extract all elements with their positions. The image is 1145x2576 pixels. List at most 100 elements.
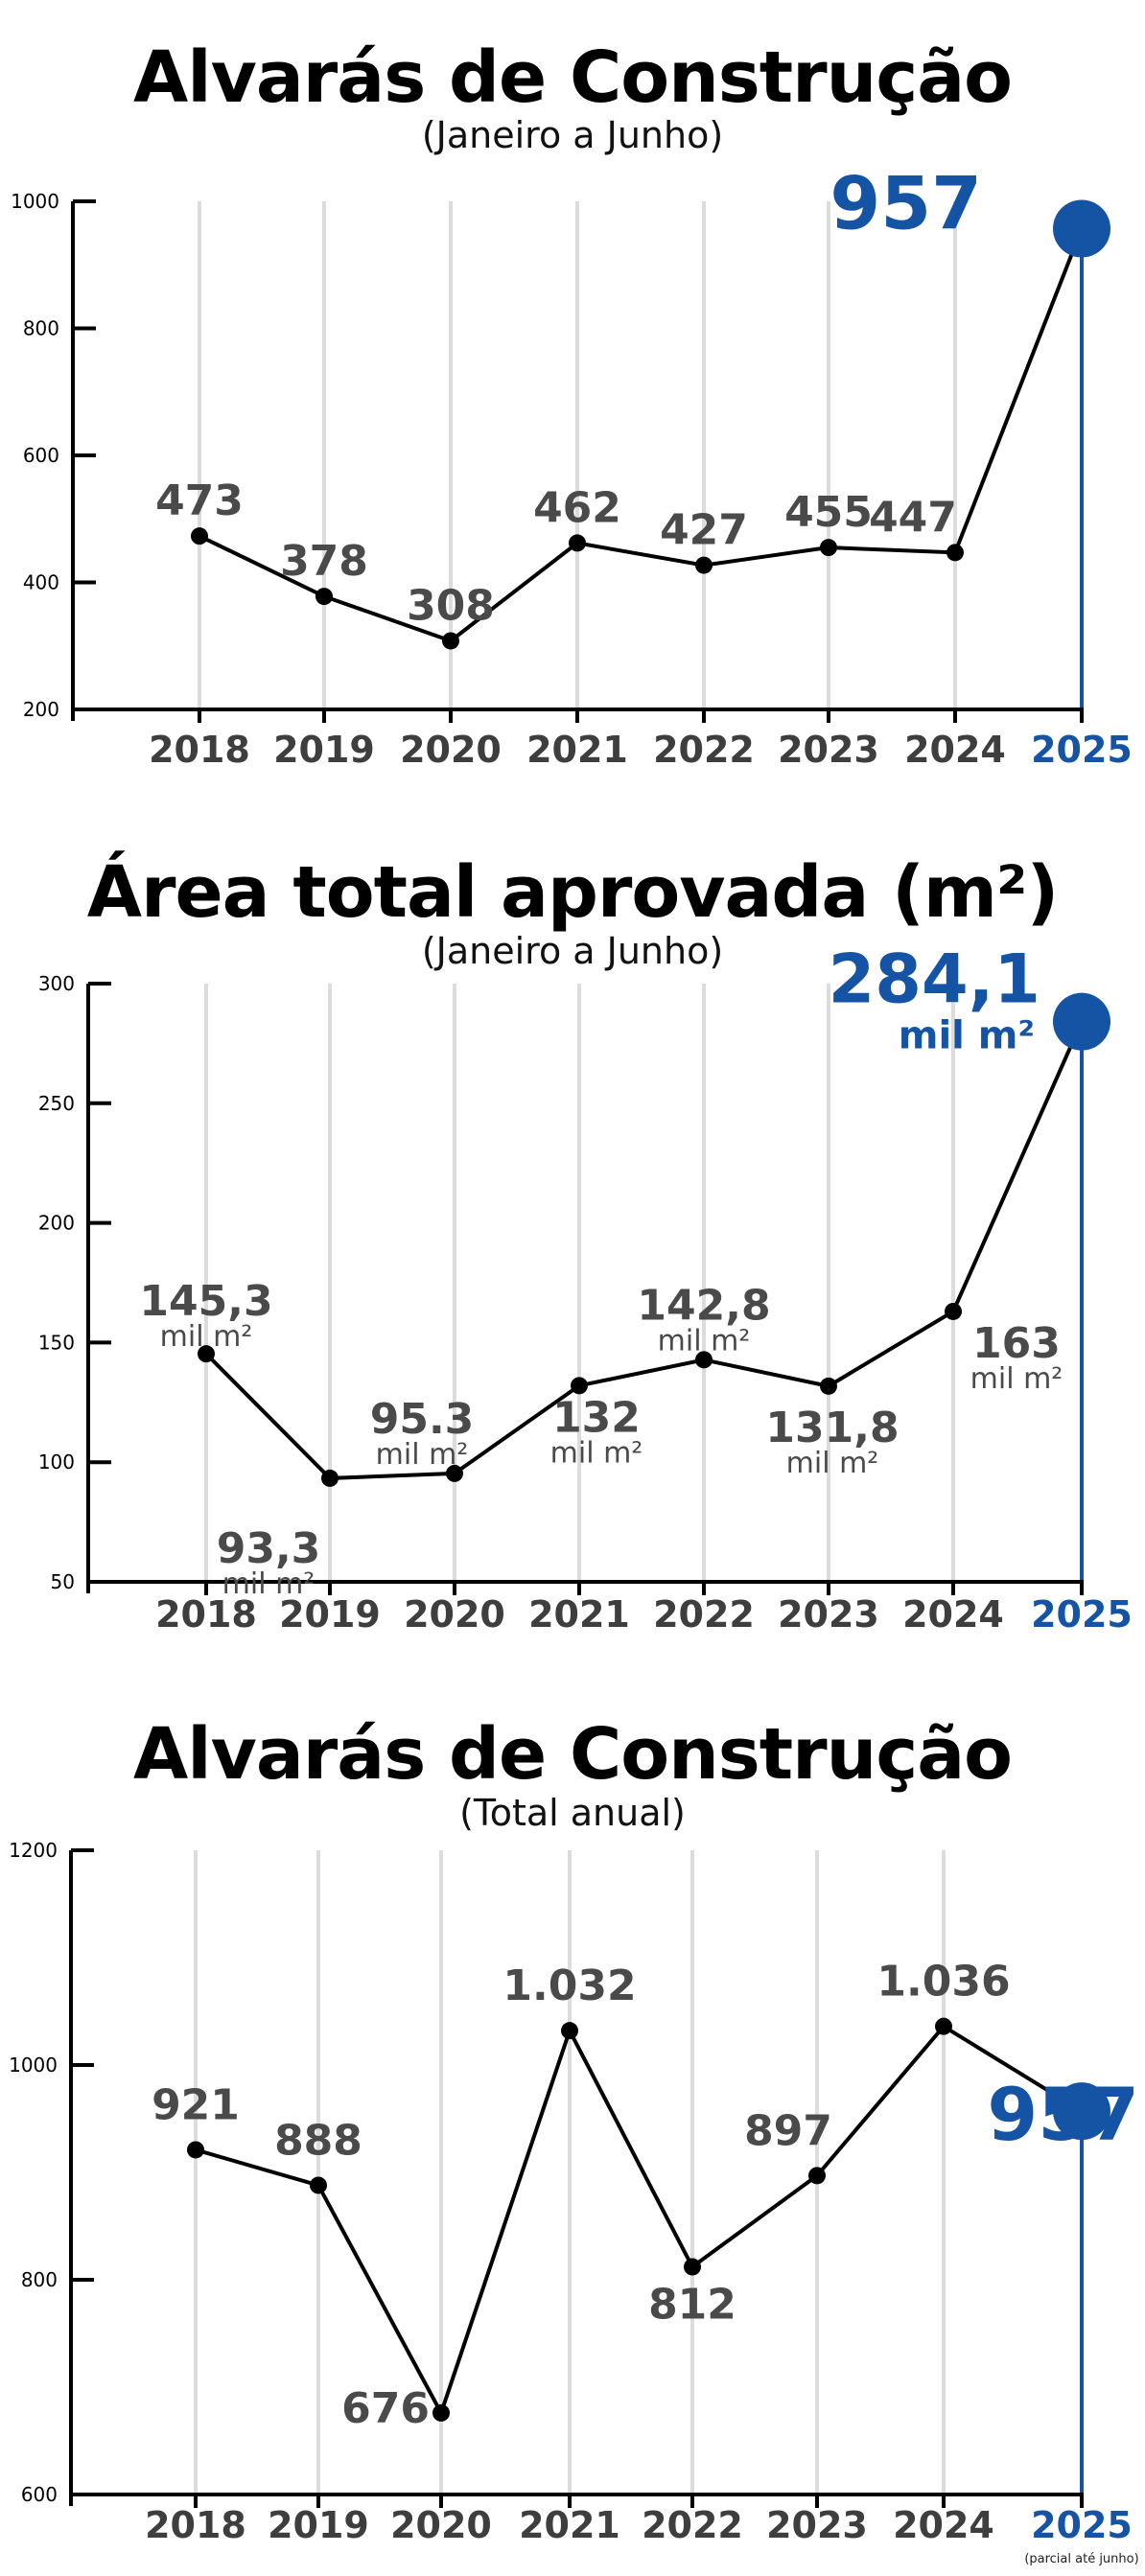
- series-line: [204, 1020, 1084, 1480]
- data-label-2024: 447: [869, 493, 957, 542]
- data-point-2025: [1053, 199, 1110, 258]
- data-unit-2022: mil m²: [658, 1324, 751, 1358]
- series-line: [199, 227, 1084, 643]
- data-point-2021: [569, 534, 586, 552]
- data-unit-2018: mil m²: [160, 1320, 253, 1354]
- data-label-2024: 163: [972, 1319, 1061, 1368]
- chart-title: Alvarás de Construção: [132, 1713, 1013, 1796]
- x-tick-label-2019: 2019: [268, 2504, 369, 2546]
- y-tick-label: 1000: [9, 2054, 58, 2077]
- x-tick-label-2025: 2025: [1031, 2504, 1133, 2546]
- data-unit-2024: mil m²: [970, 1362, 1063, 1396]
- chart-title: Área total aprovada (m²): [86, 851, 1060, 934]
- data-label-2024: 1.036: [876, 1958, 1010, 2007]
- data-point-2020: [446, 1464, 463, 1482]
- data-unit-2020: mil m²: [376, 1438, 469, 1472]
- y-tick-label: 200: [23, 698, 59, 721]
- data-point-2018: [187, 2141, 204, 2159]
- y-tick-label: 150: [38, 1331, 75, 1354]
- data-label-2018: 473: [155, 476, 244, 525]
- x-tick-label-2025: 2025: [1031, 729, 1133, 771]
- x-tick-label-2024: 2024: [904, 729, 1006, 771]
- data-label-2022: 812: [648, 2281, 736, 2330]
- data-label-2018: 921: [152, 2080, 240, 2129]
- data-label-2023: 455: [784, 488, 873, 537]
- data-label-2019: 378: [280, 537, 368, 586]
- data-point-2024: [946, 544, 964, 562]
- series-line: [195, 2024, 1084, 2418]
- y-tick-label: 1200: [9, 1839, 58, 1862]
- data-point-2021: [561, 2022, 578, 2040]
- data-label-2025: 957: [987, 2072, 1139, 2157]
- data-label-2019: 888: [274, 2116, 362, 2165]
- data-point-2022: [684, 2258, 701, 2276]
- data-point-2018: [191, 527, 208, 545]
- x-tick-label-2019: 2019: [279, 1593, 381, 1636]
- data-unit-2025: mil m²: [899, 1014, 1035, 1058]
- chart-subtitle: (Janeiro a Junho): [421, 930, 724, 972]
- x-tick-label-2018: 2018: [145, 2504, 246, 2546]
- data-label-2022: 427: [660, 506, 748, 555]
- chart-panel-2: Área total aprovada (m²) (Janeiro a Junh…: [0, 815, 1145, 1636]
- line-chart-alvaras-semestre: 200 400 600 800 1000 2018 2019 2020 2021 2022 2023…: [11, 160, 1133, 771]
- data-point-2019: [315, 588, 333, 606]
- data-point-2019: [321, 1469, 339, 1487]
- x-tick-label-2023: 2023: [766, 2504, 868, 2546]
- data-point-2020: [442, 632, 459, 650]
- data-point-2019: [310, 2176, 327, 2194]
- chart-panel-1: Alvarás de Construção (Janeiro a Junho) …: [0, 0, 1145, 771]
- data-label-2018: 145,3: [139, 1277, 272, 1326]
- x-tick-label-2024: 2024: [893, 2504, 994, 2546]
- data-point-2023: [820, 539, 837, 557]
- y-tick-label: 100: [38, 1450, 75, 1474]
- chart-panel-3: Alvarás de Construção (Total anual) 600 8…: [0, 1678, 1145, 2576]
- data-label-2022: 142,8: [637, 1281, 770, 1330]
- data-point-2024: [935, 2017, 952, 2035]
- chart-footnote: (parcial até junho): [1024, 2552, 1138, 2566]
- y-tick-label: 600: [21, 2483, 58, 2506]
- y-tick-label: 300: [38, 972, 75, 995]
- y-tick-label: 50: [51, 1570, 75, 1593]
- data-point-2025: [1053, 992, 1110, 1051]
- data-point-2025: [1053, 2082, 1110, 2141]
- x-tick-label-2025: 2025: [1031, 1593, 1133, 1636]
- data-label-2025: 284,1: [829, 940, 1040, 1019]
- data-point-2023: [808, 2167, 826, 2185]
- data-label-2025: 957: [830, 160, 982, 245]
- data-unit-2023: mil m²: [786, 1447, 879, 1480]
- x-tick-label-2023: 2023: [778, 729, 879, 771]
- y-tick-label: 400: [23, 571, 59, 594]
- x-tick-label-2022: 2022: [653, 1593, 755, 1636]
- y-tick-label: 800: [21, 2268, 58, 2291]
- chart-subtitle: (Total anual): [459, 1792, 686, 1834]
- x-tick-label-2022: 2022: [642, 2504, 743, 2546]
- x-tick-label-2021: 2021: [526, 729, 628, 771]
- data-label-2019: 93,3: [217, 1524, 321, 1573]
- data-unit-2021: mil m²: [550, 1436, 643, 1470]
- y-tick-label: 1000: [11, 190, 59, 213]
- x-tick-label-2021: 2021: [519, 2504, 620, 2546]
- data-point-2021: [571, 1377, 588, 1395]
- data-label-2023: 131,8: [765, 1404, 899, 1452]
- data-label-2023: 897: [744, 2106, 832, 2155]
- data-point-2023: [820, 1377, 837, 1395]
- data-label-2020: 95.3: [370, 1395, 475, 1444]
- data-label-2021: 462: [533, 483, 621, 532]
- x-tick-label-2018: 2018: [149, 729, 250, 771]
- data-label-2020: 308: [407, 581, 495, 630]
- data-unit-2019: mil m²: [222, 1567, 315, 1601]
- chart-title: Alvarás de Construção: [132, 36, 1013, 119]
- data-point-2024: [945, 1302, 962, 1320]
- line-chart-alvaras-anual: 600 800 1000 1200 2018 2019 2020 2021 2022 2023 20…: [9, 1839, 1139, 2566]
- y-tick-label: 250: [38, 1092, 75, 1115]
- data-label-2021: 1.032: [502, 1961, 636, 2010]
- data-point-2020: [432, 2403, 450, 2422]
- x-tick-label-2021: 2021: [528, 1593, 630, 1636]
- x-tick-label-2023: 2023: [778, 1593, 879, 1636]
- data-point-2022: [695, 1351, 713, 1369]
- x-tick-label-2020: 2020: [400, 729, 502, 771]
- data-point-2018: [198, 1345, 215, 1363]
- data-point-2022: [695, 556, 713, 574]
- x-tick-label-2024: 2024: [902, 1593, 1004, 1636]
- chart-subtitle: (Janeiro a Junho): [421, 114, 724, 156]
